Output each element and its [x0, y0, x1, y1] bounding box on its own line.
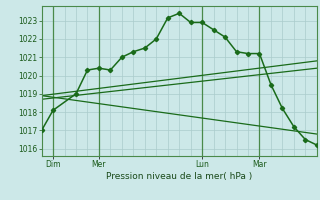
- X-axis label: Pression niveau de la mer( hPa ): Pression niveau de la mer( hPa ): [106, 172, 252, 181]
